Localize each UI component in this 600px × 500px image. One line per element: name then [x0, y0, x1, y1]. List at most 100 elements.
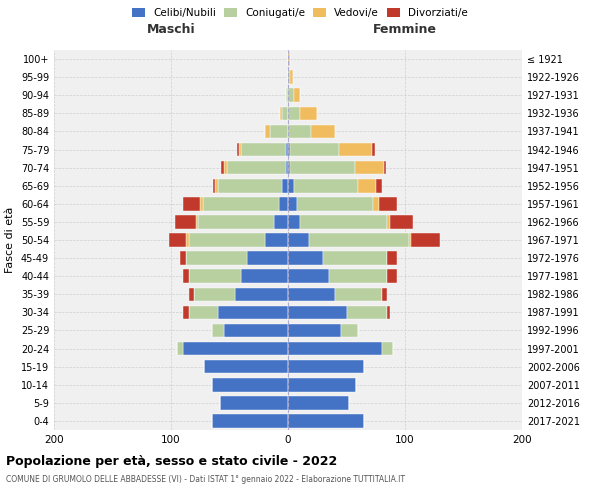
Bar: [288, 88, 294, 102]
Bar: [280, 106, 282, 120]
Bar: [388, 215, 390, 228]
Bar: [288, 360, 364, 374]
Bar: [288, 142, 290, 156]
Bar: [198, 215, 274, 228]
Bar: [288, 70, 290, 84]
Bar: [376, 179, 382, 192]
Bar: [241, 142, 286, 156]
Bar: [311, 124, 335, 138]
Bar: [288, 342, 382, 355]
Bar: [215, 179, 218, 192]
Bar: [188, 233, 265, 247]
Bar: [282, 179, 288, 192]
Bar: [288, 252, 323, 265]
Bar: [265, 124, 271, 138]
Bar: [347, 306, 388, 319]
Y-axis label: Fasce di età: Fasce di età: [5, 207, 15, 273]
Bar: [247, 252, 288, 265]
Bar: [220, 396, 288, 409]
Bar: [290, 70, 293, 84]
Bar: [224, 161, 227, 174]
Bar: [411, 233, 440, 247]
Bar: [200, 197, 203, 210]
Bar: [181, 252, 186, 265]
Bar: [373, 197, 379, 210]
Bar: [323, 252, 388, 265]
Bar: [382, 342, 394, 355]
Bar: [212, 324, 224, 338]
Bar: [286, 142, 288, 156]
Bar: [288, 233, 309, 247]
Bar: [288, 378, 356, 392]
Bar: [288, 324, 341, 338]
Bar: [288, 396, 349, 409]
Bar: [188, 306, 218, 319]
Bar: [177, 342, 182, 355]
Bar: [288, 124, 311, 138]
Bar: [188, 288, 194, 301]
Bar: [203, 197, 278, 210]
Bar: [224, 324, 288, 338]
Bar: [282, 106, 288, 120]
Bar: [196, 215, 198, 228]
Bar: [274, 215, 288, 228]
Bar: [290, 161, 355, 174]
Bar: [298, 197, 373, 210]
Bar: [278, 197, 288, 210]
Bar: [309, 233, 409, 247]
Bar: [288, 270, 329, 283]
Bar: [358, 179, 376, 192]
Bar: [379, 197, 397, 210]
Bar: [388, 306, 390, 319]
Bar: [188, 270, 241, 283]
Bar: [288, 288, 335, 301]
Text: Maschi: Maschi: [146, 22, 196, 36]
Bar: [300, 106, 317, 120]
Bar: [212, 414, 288, 428]
Legend: Celibi/Nubili, Coniugati/e, Vedovi/e, Divorziati/e: Celibi/Nubili, Coniugati/e, Vedovi/e, Di…: [129, 5, 471, 21]
Bar: [218, 306, 288, 319]
Bar: [186, 252, 247, 265]
Bar: [288, 161, 290, 174]
Text: Femmine: Femmine: [373, 22, 437, 36]
Bar: [182, 197, 200, 210]
Bar: [204, 360, 288, 374]
Bar: [290, 142, 340, 156]
Bar: [288, 215, 300, 228]
Y-axis label: Anni di nascita: Anni di nascita: [599, 198, 600, 281]
Bar: [288, 106, 300, 120]
Bar: [227, 161, 286, 174]
Bar: [265, 233, 288, 247]
Bar: [372, 142, 374, 156]
Bar: [241, 270, 288, 283]
Bar: [235, 288, 288, 301]
Bar: [288, 179, 294, 192]
Bar: [218, 179, 282, 192]
Bar: [294, 88, 300, 102]
Text: Popolazione per età, sesso e stato civile - 2022: Popolazione per età, sesso e stato civil…: [6, 455, 337, 468]
Bar: [294, 179, 358, 192]
Bar: [212, 378, 288, 392]
Bar: [271, 124, 288, 138]
Bar: [388, 252, 397, 265]
Bar: [340, 142, 372, 156]
Bar: [286, 88, 288, 102]
Bar: [382, 288, 388, 301]
Bar: [384, 161, 386, 174]
Bar: [213, 179, 215, 192]
Bar: [355, 161, 384, 174]
Bar: [221, 161, 224, 174]
Bar: [388, 270, 397, 283]
Bar: [239, 142, 241, 156]
Text: COMUNE DI GRUMOLO DELLE ABBADESSE (VI) - Dati ISTAT 1° gennaio 2022 - Elaborazio: COMUNE DI GRUMOLO DELLE ABBADESSE (VI) -…: [6, 475, 405, 484]
Bar: [175, 215, 196, 228]
Bar: [236, 142, 239, 156]
Bar: [286, 161, 288, 174]
Bar: [300, 215, 388, 228]
Bar: [288, 414, 364, 428]
Bar: [341, 324, 358, 338]
Bar: [390, 215, 413, 228]
Bar: [288, 306, 347, 319]
Bar: [335, 288, 382, 301]
Bar: [288, 52, 290, 66]
